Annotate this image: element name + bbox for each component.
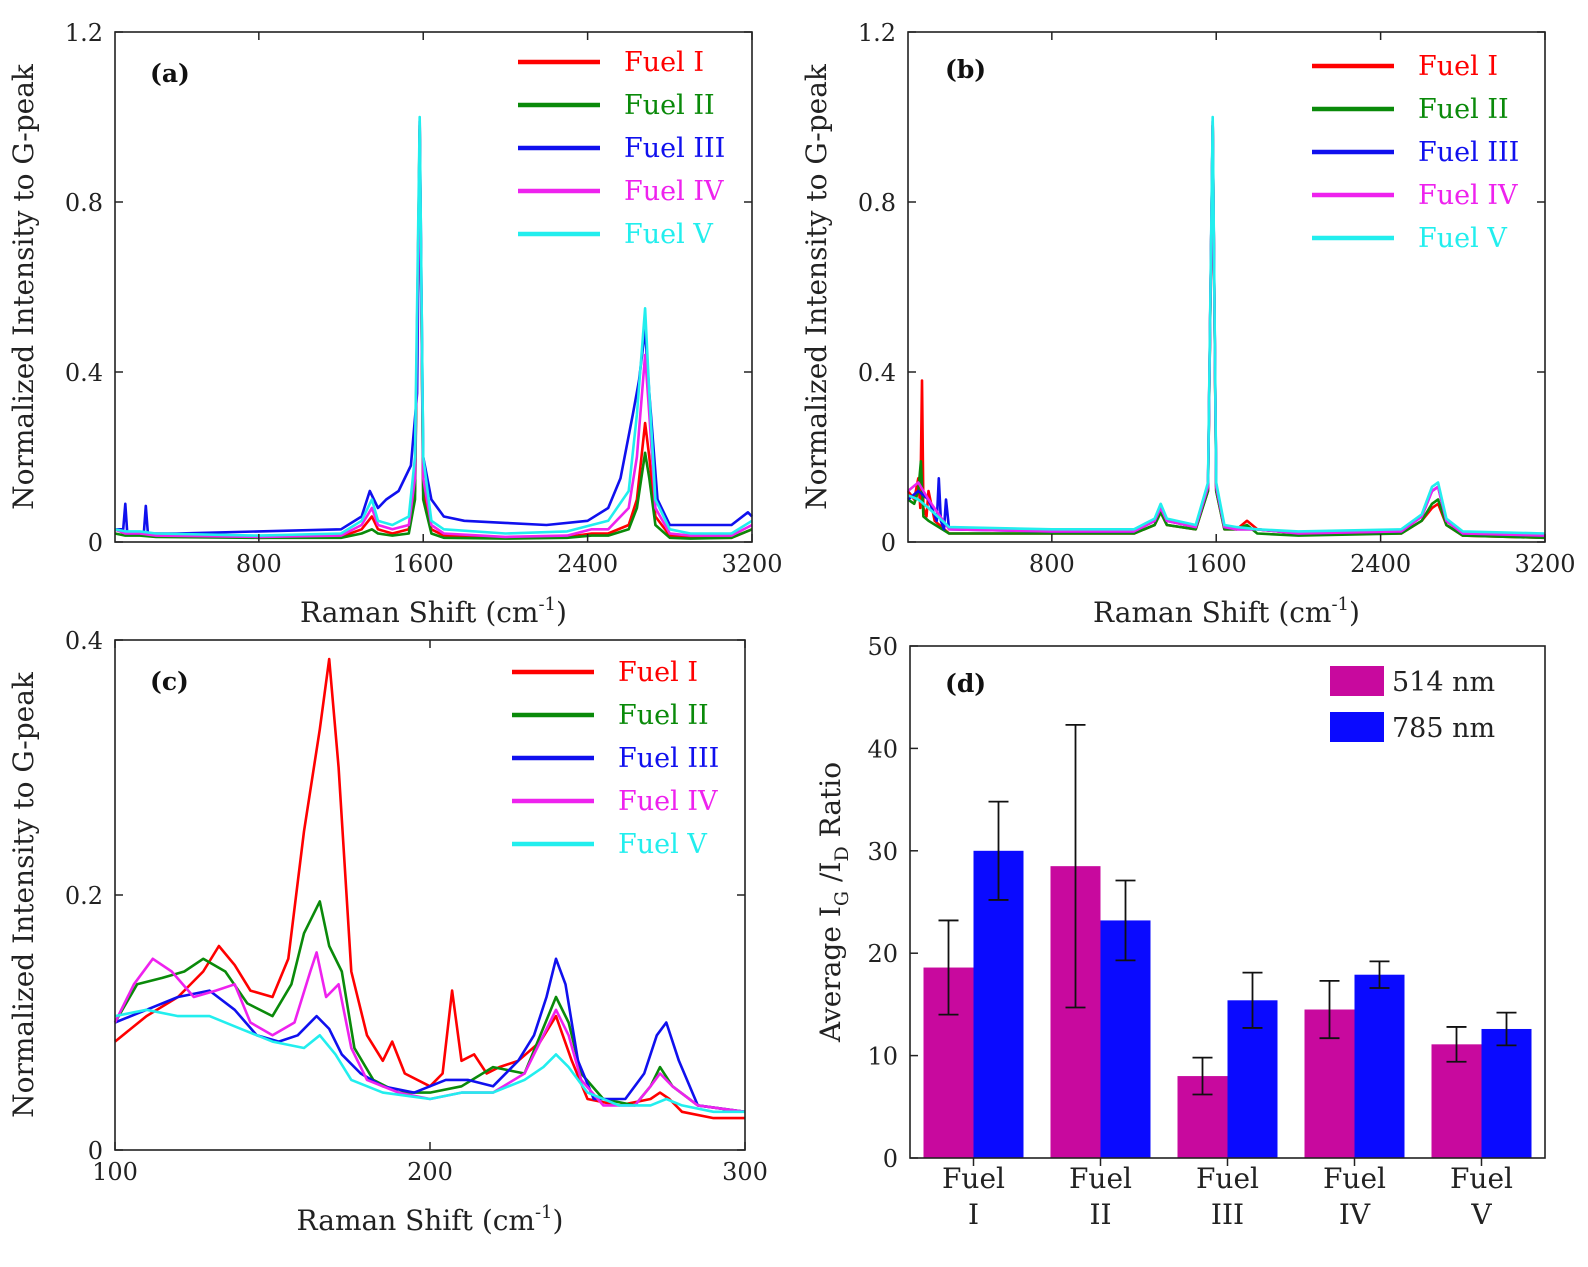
category-label-line2: II xyxy=(1089,1198,1111,1231)
series-line-fuel-v xyxy=(114,115,753,537)
legend-label: Fuel IV xyxy=(1418,180,1518,211)
y-tick-label: 0.4 xyxy=(65,359,103,387)
legend-label: Fuel V xyxy=(1418,223,1507,254)
x-tick-label: 1600 xyxy=(1186,550,1247,578)
plot-frame xyxy=(909,645,1546,1159)
panel-label: (b) xyxy=(945,55,986,84)
category-label-line1: Fuel xyxy=(942,1162,1005,1195)
y-tick-label: 0.4 xyxy=(65,627,103,655)
legend-swatch xyxy=(1330,666,1384,696)
panel-b: 800 1600 2400 3200 0 0.4 0.8 1.2 Raman Shift (cm… xyxy=(800,19,1576,629)
category-label-line1: Fuel xyxy=(1323,1162,1386,1195)
x-tick-label: 300 xyxy=(722,1158,768,1186)
legend-label: Fuel III xyxy=(624,133,725,164)
x-tick-label: 3200 xyxy=(1514,550,1575,578)
category-label-line1: Fuel xyxy=(1450,1162,1513,1195)
series-line-fuel-iii xyxy=(114,957,746,1114)
panel-a: 800 1600 2400 3200 0 0.4 0.8 1.2 Raman Shift (cm… xyxy=(7,19,783,629)
y-tick-label: 0 xyxy=(88,529,103,557)
category-label-line2: IV xyxy=(1339,1198,1371,1231)
x-axis-label: Raman Shift (cm-1) xyxy=(1093,594,1360,629)
y-tick-label: 0 xyxy=(881,529,896,557)
legend-label: Fuel I xyxy=(1418,51,1498,82)
category-label-line1: Fuel xyxy=(1069,1162,1132,1195)
x-tick-label: 2400 xyxy=(557,550,618,578)
y-axis-label: Average IG /ID Ratio xyxy=(814,762,853,1043)
legend-label: Fuel III xyxy=(1418,137,1519,168)
y-tick-label: 30 xyxy=(867,838,898,866)
panel-label: (d) xyxy=(945,669,986,698)
series-line-fuel-v xyxy=(114,1008,745,1114)
x-tick-label: 800 xyxy=(236,550,282,578)
y-tick-label: 1.2 xyxy=(65,19,103,47)
y-tick-label: 0 xyxy=(883,1145,898,1173)
legend-label: 785 nm xyxy=(1392,713,1495,744)
y-tick-label: 0.2 xyxy=(65,882,103,910)
series-line-fuel-v xyxy=(907,115,1546,535)
legend-label: Fuel III xyxy=(618,743,719,774)
x-axis-label: Raman Shift (cm-1) xyxy=(297,1202,564,1237)
y-tick-label: 0.8 xyxy=(858,189,896,217)
x-tick-label: 2400 xyxy=(1350,550,1411,578)
plot-frame xyxy=(907,31,1546,543)
series-line-fuel-ii xyxy=(113,900,746,1114)
x-tick-label: 200 xyxy=(407,1158,453,1186)
y-tick-label: 10 xyxy=(867,1043,898,1071)
y-axis-label: Normalized Intensity to G-peak xyxy=(7,63,40,510)
y-tick-label: 0.8 xyxy=(65,189,103,217)
legend-label: Fuel V xyxy=(618,829,707,860)
legend-label: Fuel IV xyxy=(624,176,724,207)
legend-label: Fuel II xyxy=(624,90,715,121)
legend-label: Fuel IV xyxy=(618,786,718,817)
y-tick-label: 0.4 xyxy=(858,359,896,387)
x-tick-label: 800 xyxy=(1029,550,1075,578)
legend-label: Fuel V xyxy=(624,219,713,250)
panel-d: FuelIFuelIIFuelIIIFuelIVFuelV01020304050… xyxy=(814,633,1546,1231)
series-line-fuel-iv xyxy=(113,951,746,1114)
x-tick-label: 3200 xyxy=(721,550,782,578)
x-axis-label: Raman Shift (cm-1) xyxy=(300,594,567,629)
legend-swatch xyxy=(1330,712,1384,742)
legend-label: Fuel II xyxy=(618,700,709,731)
series-line-fuel-ii xyxy=(114,128,753,540)
category-label-line1: Fuel xyxy=(1196,1162,1259,1195)
bar-785-nm xyxy=(1354,974,1405,1158)
panel-label: (a) xyxy=(150,59,190,88)
y-axis-label: Normalized Intensity to G-peak xyxy=(800,63,833,510)
legend-label: Fuel I xyxy=(618,657,698,688)
x-tick-label: 1600 xyxy=(393,550,454,578)
y-tick-label: 40 xyxy=(867,735,898,763)
plot-frame xyxy=(114,31,753,543)
panel-label: (c) xyxy=(150,667,189,696)
category-label-line2: V xyxy=(1470,1198,1492,1231)
y-tick-label: 20 xyxy=(867,940,898,968)
panel-c: 100 200 300 0 0.2 0.4 Raman Shift (cm-1) Normal… xyxy=(7,627,768,1237)
legend-label: Fuel I xyxy=(624,47,704,78)
bar-785-nm xyxy=(973,850,1024,1158)
y-tick-label: 50 xyxy=(867,633,898,661)
legend-label: Fuel II xyxy=(1418,94,1509,125)
y-tick-label: 0 xyxy=(88,1137,103,1165)
bar-514-nm xyxy=(1431,1044,1482,1158)
x-tick-label: 100 xyxy=(92,1158,138,1186)
category-label-line2: III xyxy=(1211,1198,1244,1231)
bar-785-nm xyxy=(1481,1028,1532,1158)
y-axis-label: Normalized Intensity to G-peak xyxy=(7,671,40,1118)
y-tick-label: 1.2 xyxy=(858,19,896,47)
legend-label: 514 nm xyxy=(1392,667,1495,698)
category-label-line2: I xyxy=(968,1198,979,1231)
